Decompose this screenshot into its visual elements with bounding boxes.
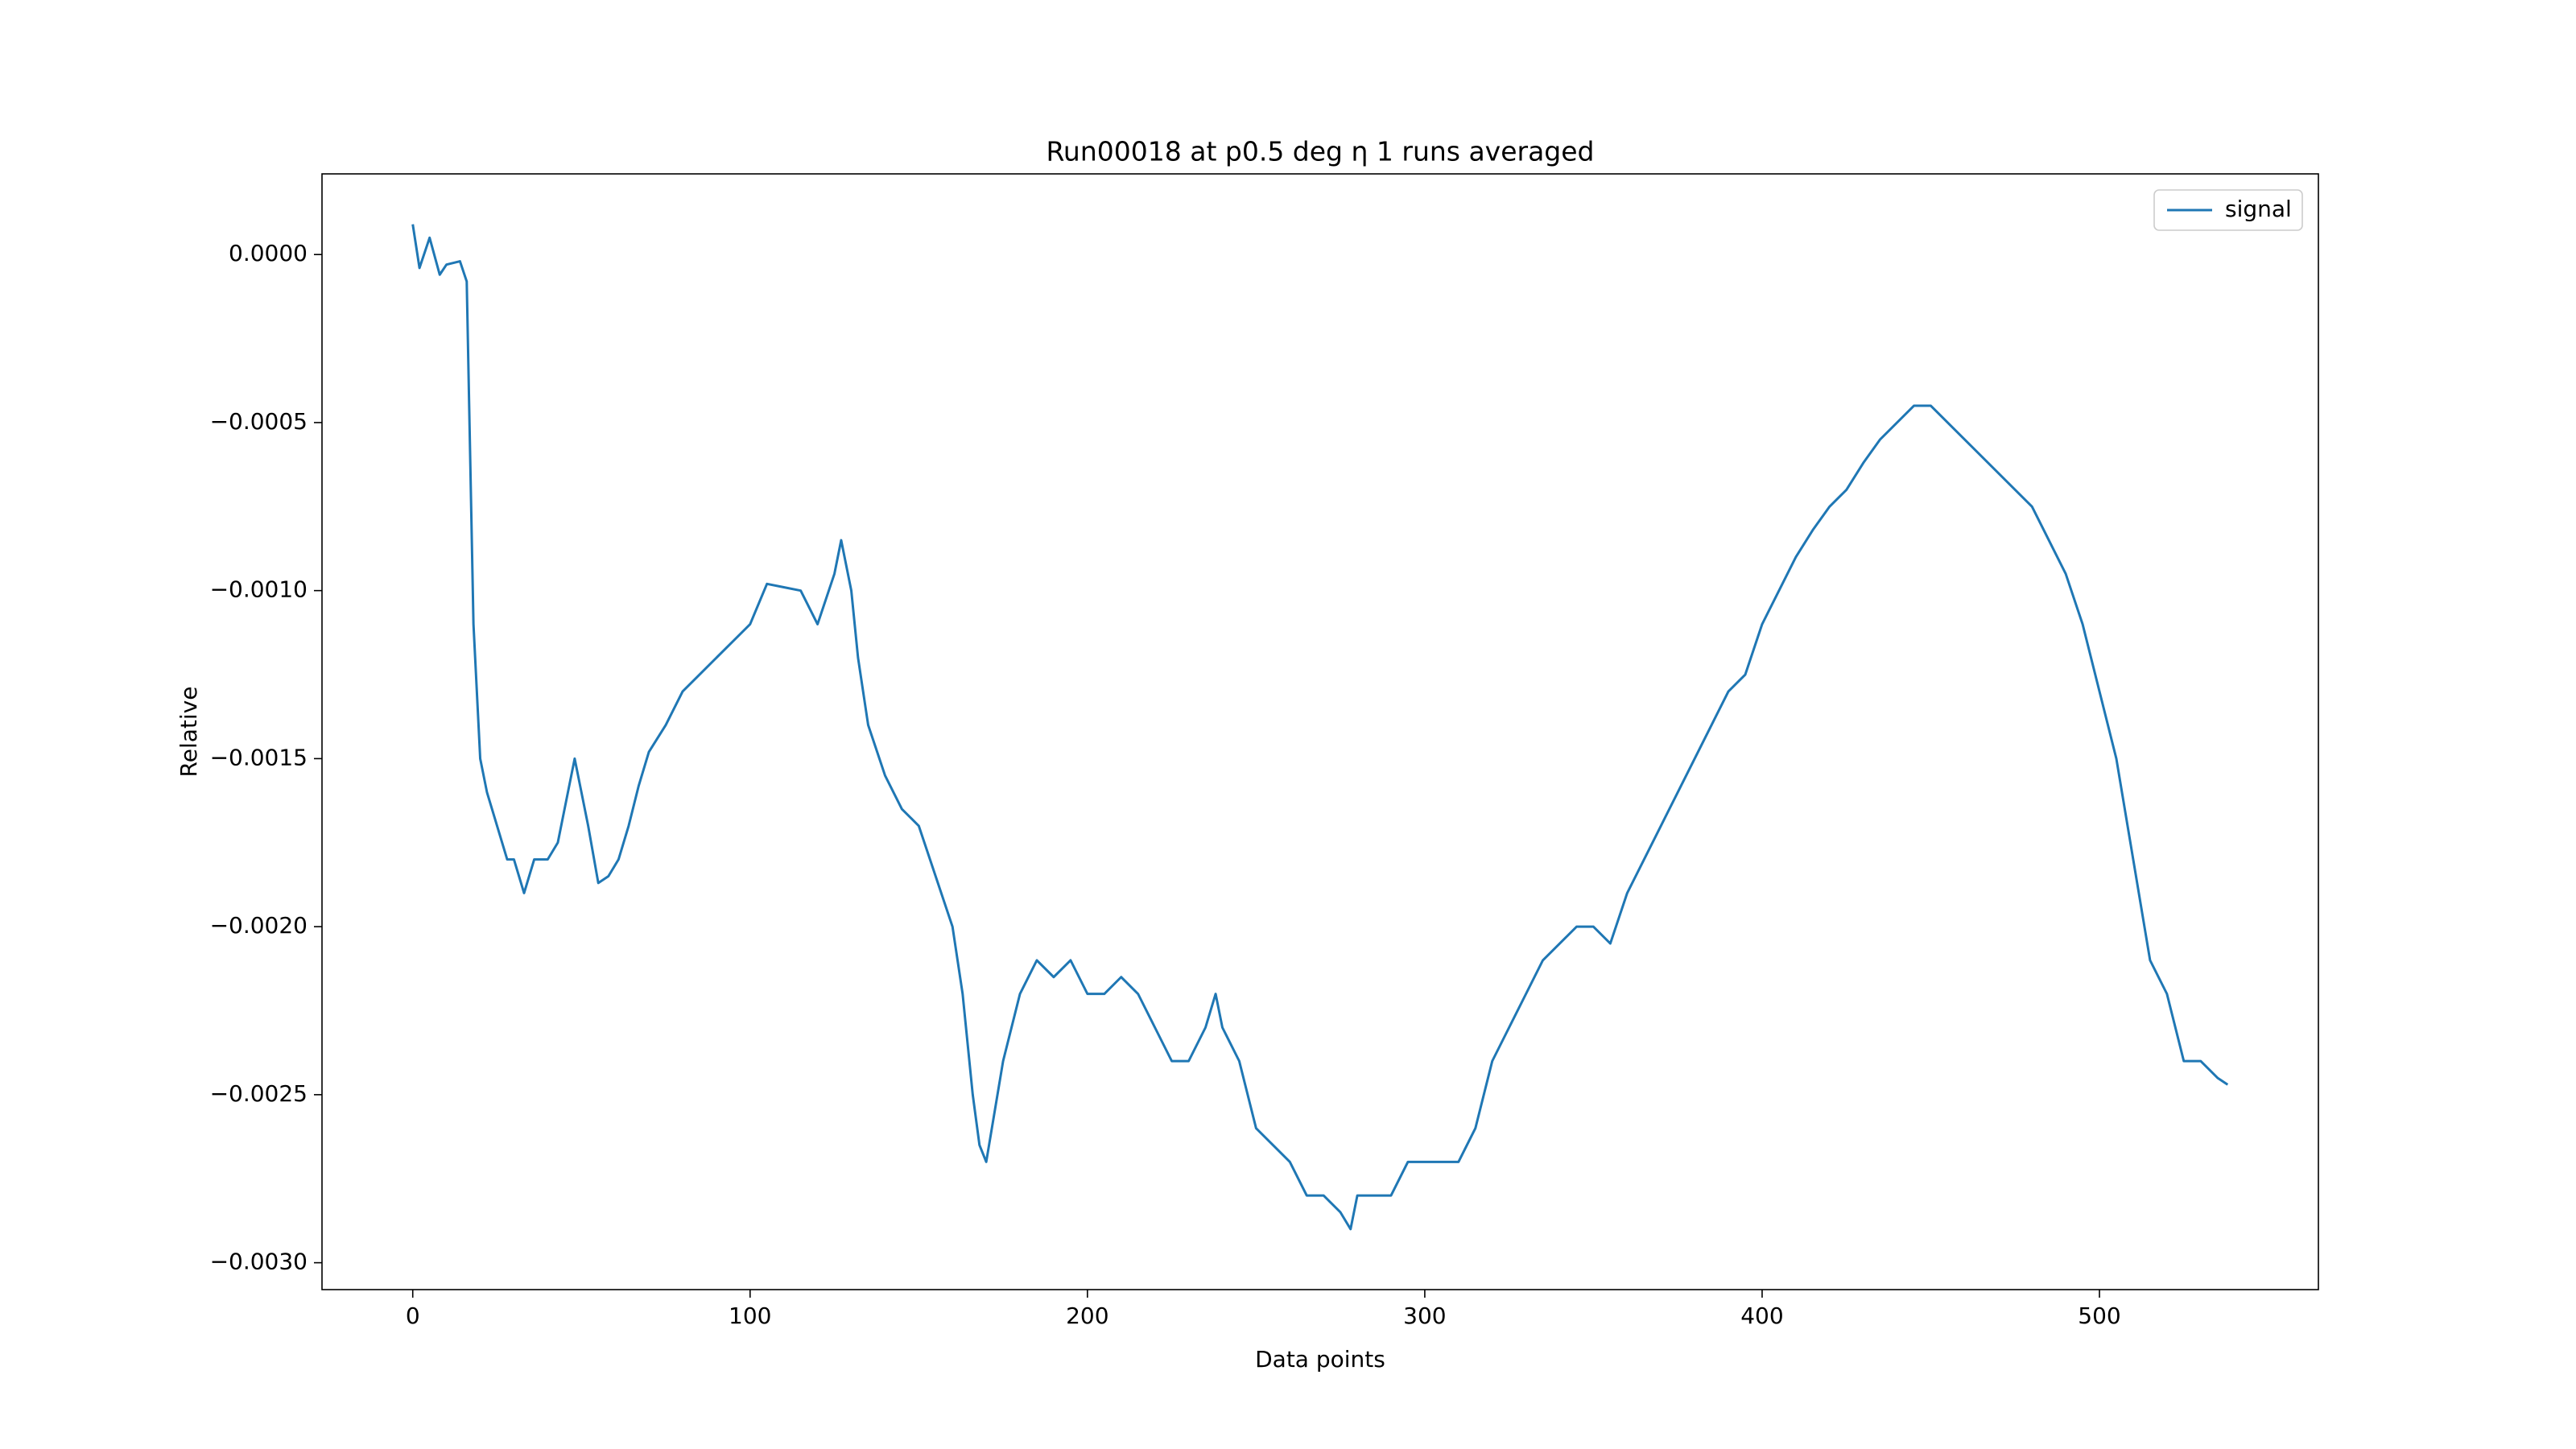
y-tick-label: −0.0015 <box>210 744 308 770</box>
x-tick-label: 400 <box>1740 1302 1783 1329</box>
x-tick-label: 0 <box>406 1302 420 1329</box>
chart-title: Run00018 at p0.5 deg η 1 runs averaged <box>1046 136 1594 167</box>
y-tick-label: −0.0025 <box>210 1080 308 1107</box>
y-tick-label: −0.0010 <box>210 576 308 603</box>
y-tick-label: −0.0005 <box>210 408 308 435</box>
x-axis-label: Data points <box>1255 1346 1385 1373</box>
x-tick-label: 100 <box>729 1302 771 1329</box>
y-tick-label: 0.0000 <box>229 240 308 266</box>
x-tick-label: 500 <box>2078 1302 2120 1329</box>
y-tick-label: −0.0020 <box>210 912 308 939</box>
plot-frame <box>321 173 2319 1290</box>
legend: signal <box>2153 189 2303 231</box>
line-series <box>411 224 2229 1231</box>
legend-label: signal <box>2225 196 2292 222</box>
y-axis-label: Relative <box>175 687 202 778</box>
x-tick-label: 300 <box>1403 1302 1446 1329</box>
legend-box <box>2153 189 2303 231</box>
y-tick-label: −0.0030 <box>210 1249 308 1275</box>
x-tick-label: 200 <box>1066 1302 1108 1329</box>
